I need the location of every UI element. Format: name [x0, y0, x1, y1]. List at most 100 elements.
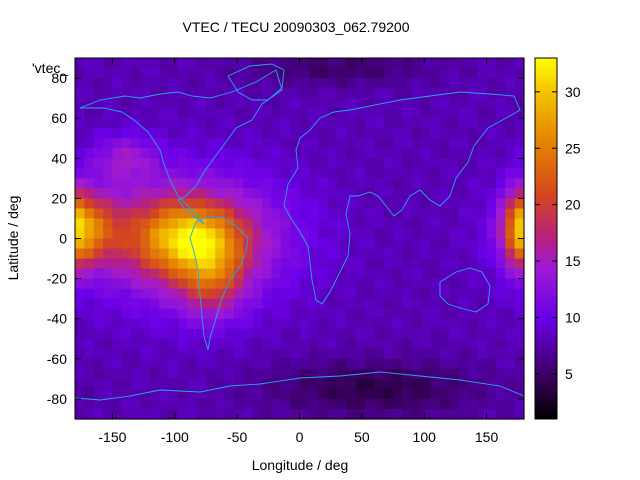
- heatmap-cell: [355, 268, 366, 280]
- heatmap-cell: [103, 68, 114, 79]
- heatmap-cell: [514, 88, 525, 99]
- heatmap-cell: [112, 308, 123, 320]
- heatmap-cell: [299, 298, 310, 310]
- heatmap-cell: [421, 218, 432, 230]
- heatmap-cell: [140, 288, 151, 300]
- heatmap-cell: [318, 58, 329, 69]
- heatmap-cell: [103, 218, 114, 230]
- heatmap-cell: [93, 358, 104, 370]
- heatmap-cell: [383, 388, 394, 400]
- heatmap-cell: [477, 238, 488, 250]
- heatmap-cell: [149, 178, 160, 189]
- heatmap-cell: [75, 288, 85, 300]
- heatmap-cell: [505, 338, 516, 350]
- heatmap-cell: [495, 288, 506, 300]
- heatmap-cell: [393, 248, 403, 260]
- heatmap-cell: [252, 338, 263, 350]
- heatmap-cell: [234, 308, 244, 320]
- heatmap-cell: [168, 158, 179, 169]
- heatmap-cell: [224, 138, 235, 149]
- x-tick-label: 100: [413, 429, 437, 445]
- heatmap-cell: [196, 288, 207, 300]
- heatmap-cell: [439, 78, 450, 89]
- heatmap-cell: [495, 318, 506, 330]
- heatmap-cell: [252, 398, 263, 410]
- heatmap-cell: [243, 118, 254, 129]
- heatmap-cell: [327, 328, 338, 340]
- heatmap-cell: [402, 408, 413, 420]
- heatmap-cell: [346, 68, 357, 79]
- heatmap-cell: [131, 358, 142, 370]
- heatmap-cell: [346, 98, 357, 109]
- heatmap-cell: [346, 218, 357, 230]
- heatmap-cell: [458, 98, 469, 109]
- heatmap-cell: [374, 88, 385, 99]
- heatmap-cell: [252, 168, 263, 179]
- heatmap-cell: [103, 338, 114, 350]
- heatmap-cell: [430, 268, 441, 280]
- heatmap-cell: [449, 108, 460, 119]
- heatmap-cell: [514, 328, 525, 340]
- heatmap-cell: [449, 248, 460, 260]
- heatmap-cell: [196, 228, 207, 240]
- heatmap-cell: [477, 158, 488, 169]
- heatmap-cell: [486, 178, 497, 189]
- heatmap-cell: [364, 138, 375, 149]
- heatmap-cell: [411, 238, 422, 250]
- heatmap-cell: [234, 238, 244, 250]
- colorbar-tick-label: 20: [565, 197, 581, 213]
- heatmap-cell: [234, 198, 244, 210]
- heatmap-cell: [374, 398, 385, 410]
- heatmap-cell: [131, 238, 142, 250]
- heatmap-cell: [486, 198, 497, 210]
- heatmap-cell: [383, 408, 394, 420]
- heatmap-cell: [449, 348, 460, 360]
- heatmap-cell: [196, 378, 207, 390]
- heatmap-cell: [327, 198, 338, 210]
- heatmap-cell: [383, 298, 394, 310]
- heatmap-cell: [364, 228, 375, 240]
- heatmap-cell: [383, 118, 394, 129]
- heatmap-cell: [121, 128, 132, 139]
- heatmap-cell: [168, 78, 179, 89]
- heatmap-cell: [93, 98, 104, 109]
- heatmap-cell: [121, 318, 132, 330]
- heatmap-cell: [205, 168, 216, 179]
- heatmap-cell: [449, 118, 460, 129]
- heatmap-cell: [280, 208, 291, 220]
- heatmap-cell: [486, 408, 497, 420]
- heatmap-cell: [262, 218, 273, 230]
- y-tick-label: -40: [47, 311, 67, 327]
- heatmap-cell: [271, 238, 282, 250]
- heatmap-cell: [458, 178, 469, 189]
- heatmap-cell: [75, 298, 85, 310]
- heatmap-cell: [290, 118, 301, 129]
- heatmap-cell: [439, 278, 450, 290]
- heatmap-cell: [383, 68, 394, 79]
- heatmap-cell: [252, 348, 263, 360]
- heatmap-cell: [505, 308, 516, 320]
- heatmap-cell: [308, 188, 319, 199]
- heatmap-cell: [355, 238, 366, 250]
- heatmap-cell: [421, 168, 432, 179]
- heatmap-cell: [84, 358, 95, 370]
- heatmap-cell: [271, 298, 282, 310]
- heatmap-cell: [177, 218, 188, 230]
- heatmap-cell: [140, 198, 151, 210]
- heatmap-cell: [140, 98, 151, 109]
- heatmap-cell: [318, 138, 329, 149]
- heatmap-cell: [477, 388, 488, 400]
- heatmap-cell: [75, 198, 85, 210]
- heatmap-cell: [411, 168, 422, 179]
- heatmap-cell: [318, 88, 329, 99]
- heatmap-cell: [205, 358, 216, 370]
- heatmap-cell: [159, 278, 170, 290]
- heatmap-cell: [374, 118, 385, 129]
- heatmap-cell: [411, 348, 422, 360]
- heatmap-cell: [262, 208, 273, 220]
- heatmap-cell: [364, 78, 375, 89]
- heatmap-cell: [467, 408, 478, 420]
- heatmap-cell: [187, 148, 198, 159]
- heatmap-cell: [327, 368, 338, 380]
- heatmap-cell: [393, 68, 403, 79]
